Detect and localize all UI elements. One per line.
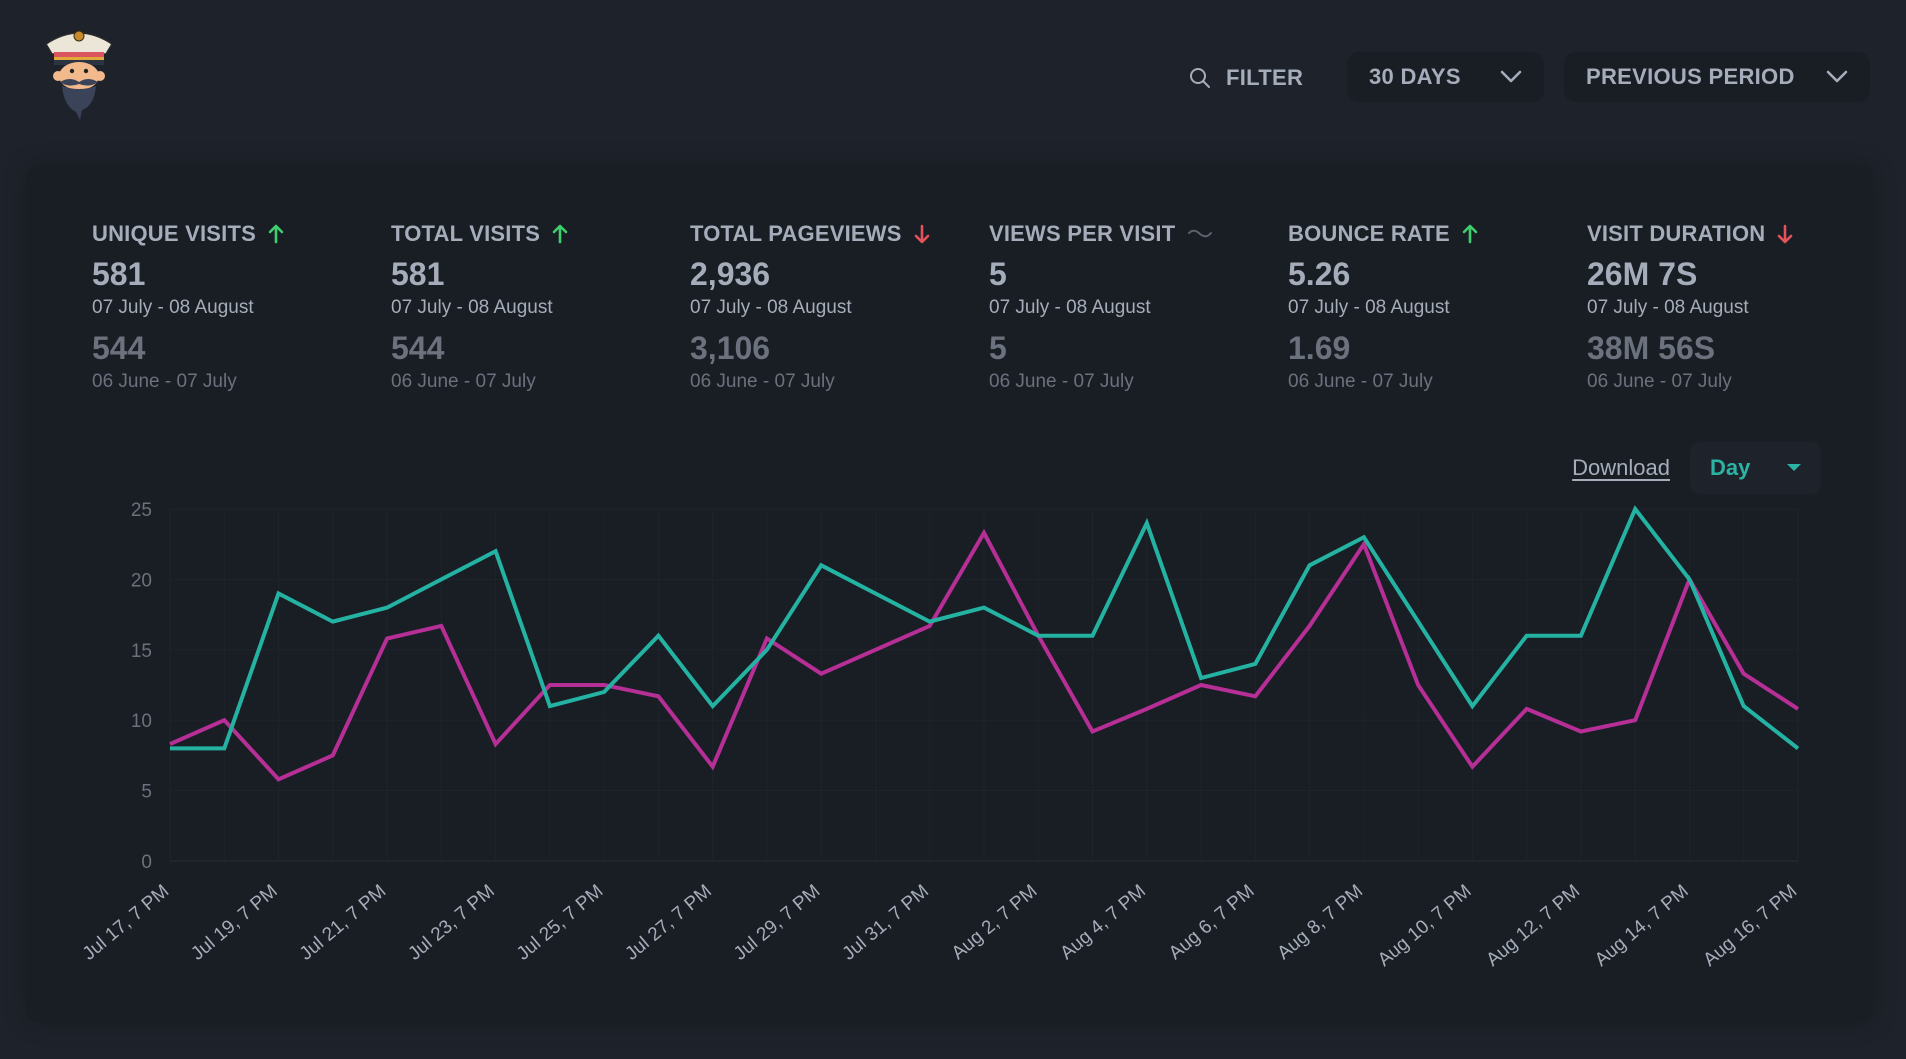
stat-title: TOTAL PAGEVIEWS — [690, 221, 902, 246]
stat-total-visits[interactable]: TOTAL VISITS 581 07 July - 08 August 544 06 … — [391, 220, 681, 394]
stat-views-per-visit[interactable]: VIEWS PER VISIT 5 07 July - 08 August 5 06 J… — [989, 220, 1279, 394]
stat-current-value: 581 — [92, 256, 146, 292]
stat-previous-value: 38M 56S — [1587, 330, 1716, 366]
stat-previous-range: 06 June - 07 July — [1587, 371, 1732, 392]
stat-title: UNIQUE VISITS — [92, 221, 256, 246]
chart-controls: Download Day — [1572, 442, 1821, 494]
top-header: FILTER 30 DAYS PREVIOUS PERIOD — [0, 0, 1906, 150]
stat-title: BOUNCE RATE — [1288, 221, 1450, 246]
period-select[interactable]: 30 DAYS — [1347, 52, 1544, 102]
stat-visit-duration[interactable]: VISIT DURATION 26M 7S 07 July - 08 August 3… — [1587, 220, 1877, 394]
stat-bounce-rate[interactable]: BOUNCE RATE 5.26 07 July - 08 August 1.69 06… — [1288, 220, 1578, 394]
stat-current-range: 07 July - 08 August — [989, 297, 1151, 318]
stat-current-range: 07 July - 08 August — [690, 297, 852, 318]
filter-button[interactable]: FILTER — [1188, 58, 1303, 98]
trend-down-arrow-icon — [1778, 224, 1793, 244]
stat-current-value: 581 — [391, 256, 445, 292]
caret-down-icon — [1787, 464, 1801, 471]
stat-current-range: 07 July - 08 August — [1288, 297, 1450, 318]
analytics-card: UNIQUE VISITS 581 07 July - 08 August 544 06… — [27, 166, 1873, 1022]
trend-up-arrow-icon — [552, 224, 568, 244]
stat-previous-range: 06 June - 07 July — [690, 371, 835, 392]
comparison-select[interactable]: PREVIOUS PERIOD — [1564, 52, 1870, 102]
interval-select-value: Day — [1710, 455, 1751, 480]
stat-previous-range: 06 June - 07 July — [391, 371, 536, 392]
trend-flat-tilde-icon — [1188, 229, 1213, 238]
stat-current-range: 07 July - 08 August — [1587, 297, 1749, 318]
stat-previous-value: 1.69 — [1288, 330, 1351, 366]
trend-down-arrow-icon — [914, 224, 929, 244]
stat-previous-value: 544 — [92, 330, 146, 366]
stat-title-row: UNIQUE VISITS — [92, 220, 382, 248]
stat-previous-value: 544 — [391, 330, 445, 366]
chevron-down-icon — [1826, 70, 1848, 83]
trend-up-arrow-icon — [1462, 224, 1478, 244]
stats-row: UNIQUE VISITS 581 07 July - 08 August 544 06… — [92, 220, 1882, 420]
comparison-select-value: PREVIOUS PERIOD — [1586, 64, 1795, 89]
stat-previous-value: 5 — [989, 330, 1007, 366]
download-link[interactable]: Download — [1572, 455, 1670, 480]
period-select-value: 30 DAYS — [1369, 64, 1461, 89]
stat-title: VISIT DURATION — [1587, 221, 1766, 246]
stat-current-value: 5 — [989, 256, 1007, 292]
stat-title-row: TOTAL VISITS — [391, 220, 681, 248]
stat-title: TOTAL VISITS — [391, 221, 541, 246]
chevron-down-icon — [1500, 70, 1522, 83]
filter-label: FILTER — [1226, 65, 1304, 90]
stat-title-row: BOUNCE RATE — [1288, 220, 1578, 248]
stat-previous-range: 06 June - 07 July — [1288, 371, 1433, 392]
stat-title-row: VISIT DURATION — [1587, 220, 1877, 248]
interval-select[interactable]: Day — [1690, 442, 1821, 494]
stat-current-value: 5.26 — [1288, 256, 1351, 292]
stat-title: VIEWS PER VISIT — [989, 221, 1176, 246]
stat-unique-visits[interactable]: UNIQUE VISITS 581 07 July - 08 August 544 06… — [92, 220, 382, 394]
stat-current-value: 2,936 — [690, 256, 771, 292]
search-icon — [1190, 68, 1210, 88]
stat-previous-value: 3,106 — [690, 330, 771, 366]
stat-title-row: VIEWS PER VISIT — [989, 220, 1279, 248]
stat-previous-range: 06 June - 07 July — [92, 371, 237, 392]
stat-total-pageviews[interactable]: TOTAL PAGEVIEWS 2,936 07 July - 08 August 3… — [690, 220, 980, 394]
stat-previous-range: 06 June - 07 July — [989, 371, 1134, 392]
stat-current-value: 26M 7S — [1587, 256, 1698, 292]
stat-current-range: 07 July - 08 August — [391, 297, 553, 318]
trend-up-arrow-icon — [268, 224, 284, 244]
captain-mascot-logo[interactable] — [42, 26, 116, 126]
stat-title-row: TOTAL PAGEVIEWS — [690, 220, 980, 248]
stat-current-range: 07 July - 08 August — [92, 297, 254, 318]
